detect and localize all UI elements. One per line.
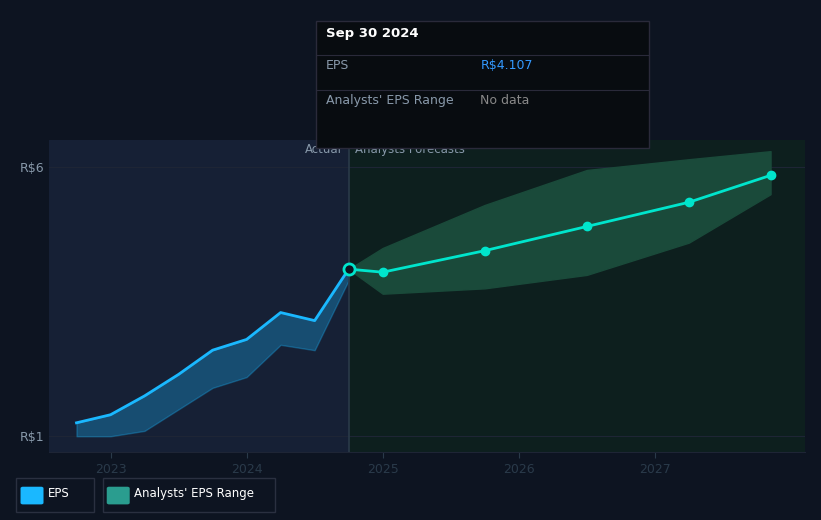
Bar [349,140,805,452]
Text: EPS: EPS [48,487,69,500]
Text: Analysts' EPS Range: Analysts' EPS Range [134,487,254,500]
Text: Analysts' EPS Range: Analysts' EPS Range [326,94,453,107]
Text: Analysts Forecasts: Analysts Forecasts [355,143,466,156]
Text: No data: No data [480,94,530,107]
Text: R$4.107: R$4.107 [480,59,533,72]
Text: Actual: Actual [305,143,342,156]
Text: EPS: EPS [326,59,349,72]
Bar [49,140,349,452]
Text: Sep 30 2024: Sep 30 2024 [326,27,419,40]
